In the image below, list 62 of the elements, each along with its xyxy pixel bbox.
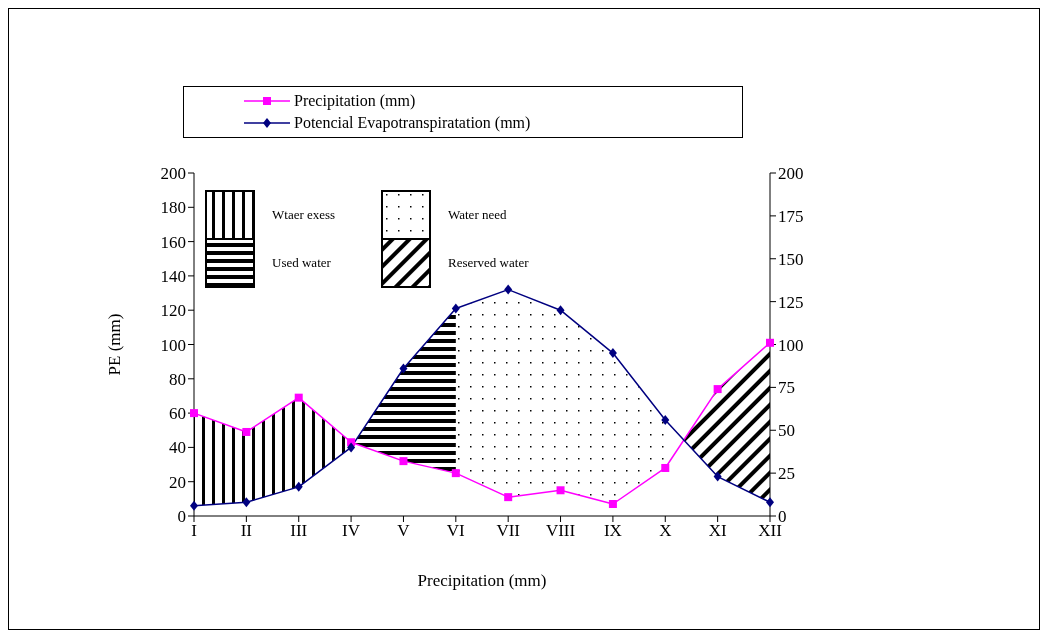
y2-tick-label: 125	[778, 292, 804, 312]
point	[608, 500, 617, 508]
x-tick-label: VII	[496, 521, 521, 541]
x-tick-label: X	[659, 521, 672, 541]
y2-tick-label: 175	[778, 206, 804, 226]
point	[661, 463, 670, 472]
point	[399, 363, 408, 374]
point	[556, 305, 565, 316]
x-tick-label: VIII	[545, 521, 576, 541]
x-tick-label: IV	[342, 521, 361, 541]
y-tick-label: 160	[160, 232, 186, 252]
point	[294, 481, 303, 492]
point	[242, 497, 251, 508]
point	[661, 414, 670, 425]
y-tick-label: 180	[160, 198, 186, 218]
point	[556, 486, 565, 495]
y2-tick-label: 200	[778, 164, 804, 184]
annotation: Reserved water	[448, 255, 530, 270]
y2-tick-label: 50	[778, 421, 795, 441]
y-tick-label: 0	[177, 507, 186, 527]
point	[504, 284, 513, 295]
annotation: Water need	[448, 207, 507, 222]
point	[713, 385, 722, 394]
point	[190, 500, 198, 511]
x-tick-label: II	[240, 521, 253, 541]
legend-label: Precipitation (mm)	[294, 92, 416, 110]
y2-tick-label: 25	[778, 464, 795, 484]
y-tick-label: 40	[169, 438, 186, 458]
point	[504, 493, 513, 502]
y-tick-label: 20	[169, 472, 186, 492]
x-tick-label: IX	[603, 521, 622, 541]
annotation: Used water	[272, 255, 332, 270]
y-tick-label: 140	[160, 266, 186, 286]
point	[242, 427, 251, 436]
y-tick-label: 80	[169, 369, 186, 389]
y2-tick-label: 100	[778, 335, 804, 355]
y-tick-label: 100	[160, 335, 186, 355]
point	[451, 303, 460, 314]
point	[451, 469, 460, 478]
point	[608, 348, 617, 359]
annotation: Wtaer exess	[272, 207, 336, 222]
x-tick-label: I	[191, 521, 198, 541]
point	[713, 471, 722, 482]
y-tick-label: 60	[169, 404, 186, 424]
point	[190, 409, 198, 418]
y-axis-title: PE (mm)	[105, 313, 125, 376]
x-tick-label: XI	[708, 521, 727, 541]
legend-label: Potencial Evapotranspiratation (mm)	[294, 114, 531, 132]
x-tick-label: V	[397, 521, 411, 541]
y-tick-label: 120	[160, 301, 186, 321]
point	[766, 338, 774, 347]
y-tick-label: 200	[160, 164, 186, 184]
x-tick-label: III	[290, 521, 308, 541]
y2-tick-label: 150	[778, 249, 804, 269]
point	[766, 497, 774, 508]
point	[399, 457, 408, 466]
point	[294, 393, 303, 402]
point	[347, 442, 356, 453]
x-tick-label: VI	[446, 521, 466, 541]
x-tick-label: XII	[758, 521, 783, 541]
y2-tick-label: 75	[778, 378, 795, 398]
x-axis-title: Precipitation (mm)	[417, 571, 547, 590]
